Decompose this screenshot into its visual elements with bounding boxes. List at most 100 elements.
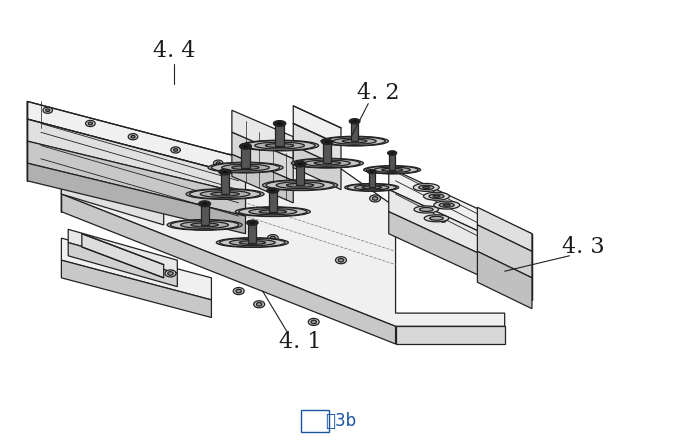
Circle shape — [370, 195, 381, 202]
Polygon shape — [27, 119, 246, 194]
Ellipse shape — [364, 166, 421, 174]
Polygon shape — [232, 154, 293, 203]
Ellipse shape — [368, 169, 376, 174]
Circle shape — [233, 288, 244, 295]
Ellipse shape — [247, 220, 258, 225]
Ellipse shape — [333, 138, 376, 144]
Text: 4. 1: 4. 1 — [279, 331, 321, 353]
Text: 4. 4: 4. 4 — [153, 40, 195, 62]
Circle shape — [46, 109, 50, 112]
Circle shape — [131, 168, 142, 176]
Ellipse shape — [186, 189, 264, 199]
Ellipse shape — [201, 202, 208, 206]
Ellipse shape — [349, 119, 360, 124]
Circle shape — [256, 303, 262, 306]
Ellipse shape — [216, 238, 288, 247]
Circle shape — [441, 219, 446, 222]
Circle shape — [311, 320, 316, 324]
Ellipse shape — [347, 184, 396, 191]
Ellipse shape — [321, 136, 388, 146]
Circle shape — [236, 289, 241, 293]
Ellipse shape — [201, 191, 250, 198]
Circle shape — [131, 135, 135, 138]
Ellipse shape — [266, 180, 334, 190]
Polygon shape — [269, 191, 277, 212]
Circle shape — [168, 272, 173, 275]
Ellipse shape — [434, 201, 460, 209]
Ellipse shape — [369, 170, 374, 173]
Text: 图3b: 图3b — [325, 412, 357, 430]
Ellipse shape — [286, 183, 314, 187]
Circle shape — [202, 214, 207, 218]
Circle shape — [372, 197, 378, 200]
Polygon shape — [477, 251, 532, 309]
Ellipse shape — [424, 192, 449, 200]
Circle shape — [88, 122, 93, 125]
Polygon shape — [276, 123, 284, 146]
Ellipse shape — [239, 241, 265, 244]
Circle shape — [438, 217, 449, 224]
Ellipse shape — [291, 158, 364, 168]
Circle shape — [254, 301, 265, 308]
Circle shape — [134, 192, 139, 196]
Circle shape — [199, 213, 210, 220]
Ellipse shape — [362, 186, 381, 189]
Ellipse shape — [222, 164, 269, 171]
Ellipse shape — [239, 143, 252, 149]
Polygon shape — [477, 207, 532, 251]
Ellipse shape — [249, 209, 297, 215]
Ellipse shape — [324, 140, 331, 143]
Polygon shape — [389, 153, 396, 170]
Circle shape — [338, 258, 344, 262]
Ellipse shape — [382, 168, 402, 171]
Circle shape — [128, 134, 138, 140]
Ellipse shape — [276, 122, 283, 125]
Ellipse shape — [314, 161, 340, 165]
Ellipse shape — [242, 145, 249, 148]
Ellipse shape — [366, 166, 418, 173]
Ellipse shape — [255, 142, 304, 149]
Ellipse shape — [208, 162, 283, 173]
Circle shape — [134, 170, 139, 174]
Polygon shape — [241, 146, 250, 168]
Ellipse shape — [190, 189, 261, 199]
Polygon shape — [477, 225, 532, 278]
Polygon shape — [61, 238, 211, 300]
Circle shape — [86, 120, 95, 127]
Polygon shape — [293, 106, 341, 146]
Polygon shape — [369, 172, 374, 187]
Polygon shape — [61, 176, 164, 225]
Polygon shape — [296, 164, 304, 185]
Ellipse shape — [294, 161, 306, 167]
Ellipse shape — [211, 192, 239, 196]
Ellipse shape — [239, 207, 307, 216]
Polygon shape — [389, 212, 532, 300]
Text: 4. 2: 4. 2 — [357, 82, 400, 104]
Polygon shape — [82, 234, 164, 278]
Ellipse shape — [433, 195, 440, 197]
Text: 4. 3: 4. 3 — [562, 236, 604, 258]
Ellipse shape — [198, 201, 211, 207]
Ellipse shape — [265, 144, 294, 147]
Ellipse shape — [355, 185, 389, 190]
Ellipse shape — [344, 183, 399, 191]
Ellipse shape — [232, 166, 259, 169]
Circle shape — [270, 236, 276, 240]
Circle shape — [216, 162, 220, 164]
Ellipse shape — [304, 160, 351, 166]
Polygon shape — [293, 123, 341, 168]
Ellipse shape — [167, 220, 242, 230]
Ellipse shape — [439, 203, 454, 207]
Polygon shape — [68, 229, 177, 273]
Polygon shape — [389, 168, 532, 256]
Ellipse shape — [443, 204, 450, 206]
Ellipse shape — [269, 189, 276, 192]
Ellipse shape — [424, 215, 449, 222]
Ellipse shape — [342, 139, 367, 143]
Polygon shape — [389, 190, 532, 278]
Circle shape — [173, 149, 177, 151]
Circle shape — [336, 257, 346, 264]
Polygon shape — [27, 163, 246, 234]
Polygon shape — [61, 154, 505, 326]
Circle shape — [202, 192, 207, 196]
